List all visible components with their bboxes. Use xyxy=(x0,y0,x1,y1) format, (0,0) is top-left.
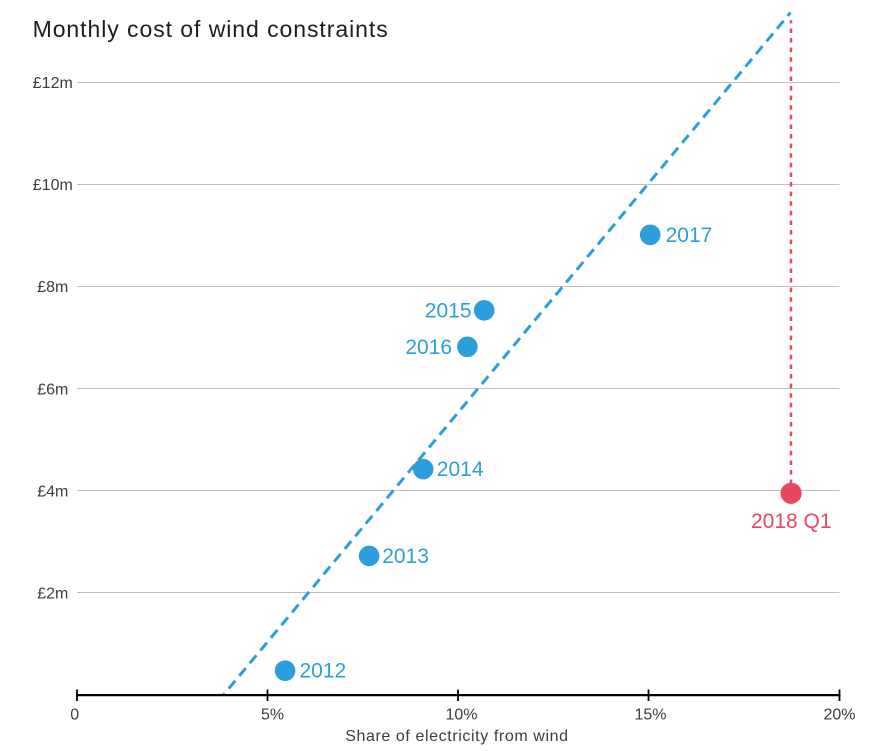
svg-text:5%: 5% xyxy=(261,706,284,723)
svg-text:£8m: £8m xyxy=(37,279,68,296)
svg-text:Monthly cost of wind constrain: Monthly cost of wind constraints xyxy=(33,16,389,42)
svg-text:20%: 20% xyxy=(823,706,855,723)
svg-text:2013: 2013 xyxy=(382,545,429,568)
svg-text:2016: 2016 xyxy=(405,336,452,359)
svg-text:2015: 2015 xyxy=(425,299,472,322)
svg-text:£12m: £12m xyxy=(33,75,73,92)
svg-text:15%: 15% xyxy=(634,706,666,723)
svg-text:Share of electricity from wind: Share of electricity from wind xyxy=(345,728,568,745)
svg-text:2014: 2014 xyxy=(437,458,484,481)
svg-text:£4m: £4m xyxy=(37,483,68,500)
svg-text:2017: 2017 xyxy=(666,224,713,247)
svg-text:10%: 10% xyxy=(445,706,477,723)
svg-text:£2m: £2m xyxy=(37,586,68,603)
svg-text:£6m: £6m xyxy=(37,381,68,398)
svg-text:2018 Q1: 2018 Q1 xyxy=(751,510,832,533)
svg-text:0: 0 xyxy=(70,706,79,723)
svg-text:2012: 2012 xyxy=(300,660,347,683)
svg-text:£10m: £10m xyxy=(33,177,73,194)
